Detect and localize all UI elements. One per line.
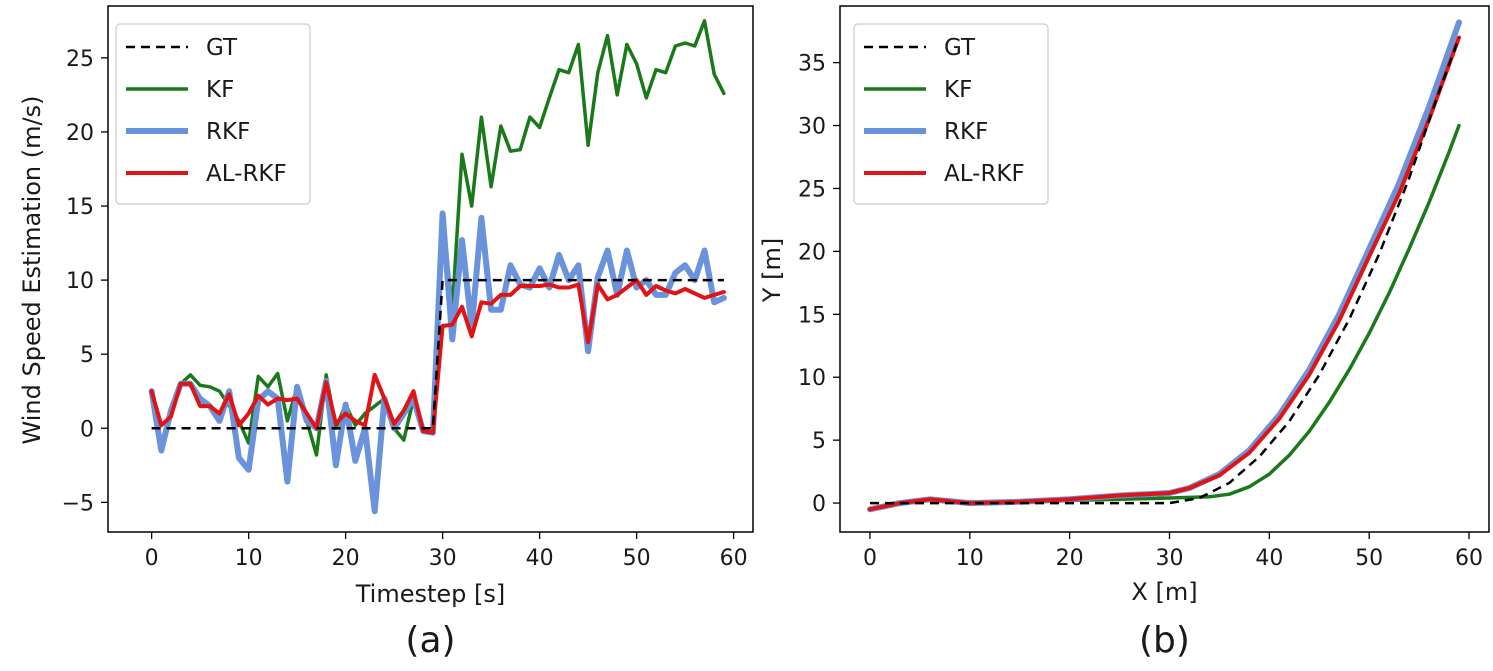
x-tick-label: 10 (235, 546, 263, 571)
legend-label-rkf: RKF (206, 119, 250, 145)
legend-label-rkf: RKF (944, 119, 988, 145)
y-tick-label: −5 (62, 491, 94, 516)
legend: GT KF RKF AL-RKF (115, 23, 311, 205)
series-line-rkf (148, 210, 727, 515)
x-tick-label: 0 (863, 546, 877, 571)
legend-label-gt: GT (206, 35, 238, 61)
legend-label-kf: KF (944, 77, 972, 103)
series-line-gt (870, 37, 1461, 505)
chart-panel-1: 0 10 20 30 40 50 60 −5 0 5 10 15 20 25 Timestep [s] Win… (18, 5, 754, 661)
x-tick-label: 50 (1355, 546, 1383, 571)
x-tick-label: 30 (1155, 546, 1183, 571)
y-tick-label: 0 (812, 492, 826, 517)
x-tick-label: 40 (1255, 546, 1283, 571)
y-tick-label: 20 (66, 121, 94, 146)
y-tick-label: 5 (80, 343, 94, 368)
y-tick-label: 20 (798, 240, 826, 265)
y-tick-label: 0 (80, 417, 94, 442)
legend-box (115, 23, 311, 205)
y-tick-label: 30 (798, 115, 826, 140)
y-tick-label: 35 (798, 52, 826, 77)
x-axis-label: X [m] (1131, 578, 1197, 606)
x-axis-label: Timestep [s] (355, 580, 506, 608)
plot-frame (839, 5, 1490, 533)
y-tick-label: 15 (66, 195, 94, 220)
legend-box (853, 23, 1049, 205)
plot-area (867, 19, 1462, 513)
x-tick-label: 20 (1056, 546, 1084, 571)
y-axis-label: Wind Speed Estimation (m/s) (18, 96, 46, 445)
y-tick-label: 10 (798, 366, 826, 391)
series-line-gt (151, 278, 724, 430)
y-tick-label: 15 (798, 303, 826, 328)
x-tick-label: 0 (145, 546, 159, 571)
x-tick-label: 50 (623, 546, 651, 571)
legend-label-al-rkf: AL-RKF (944, 161, 1025, 187)
legend-label-gt: GT (944, 35, 976, 61)
y-axis-label: Y [m] (758, 238, 786, 303)
x-tick-label: 60 (1455, 546, 1483, 571)
panel-caption: (a) (405, 620, 455, 661)
y-tick-label: 10 (66, 269, 94, 294)
chart-panel-2: 0 10 20 30 40 50 60 0 5 10 15 20 25 30 35 X [m] Y [m] (b)… (758, 5, 1490, 661)
legend-label-al-rkf: AL-RKF (206, 161, 287, 187)
plot-area (148, 19, 727, 515)
y-tick-label: 25 (798, 177, 826, 202)
panel-caption: (b) (1139, 620, 1190, 661)
legend-label-kf: KF (206, 77, 234, 103)
x-tick-label: 20 (332, 546, 360, 571)
legend: GT KF RKF AL-RKF (853, 23, 1049, 205)
x-tick-label: 60 (720, 546, 748, 571)
x-tick-label: 40 (526, 546, 554, 571)
x-tick-label: 10 (956, 546, 984, 571)
y-tick-label: 5 (812, 429, 826, 454)
plot-frame (107, 5, 754, 533)
y-tick-label: 25 (66, 47, 94, 72)
x-tick-label: 30 (429, 546, 457, 571)
series-line-al-rkf (149, 278, 726, 435)
